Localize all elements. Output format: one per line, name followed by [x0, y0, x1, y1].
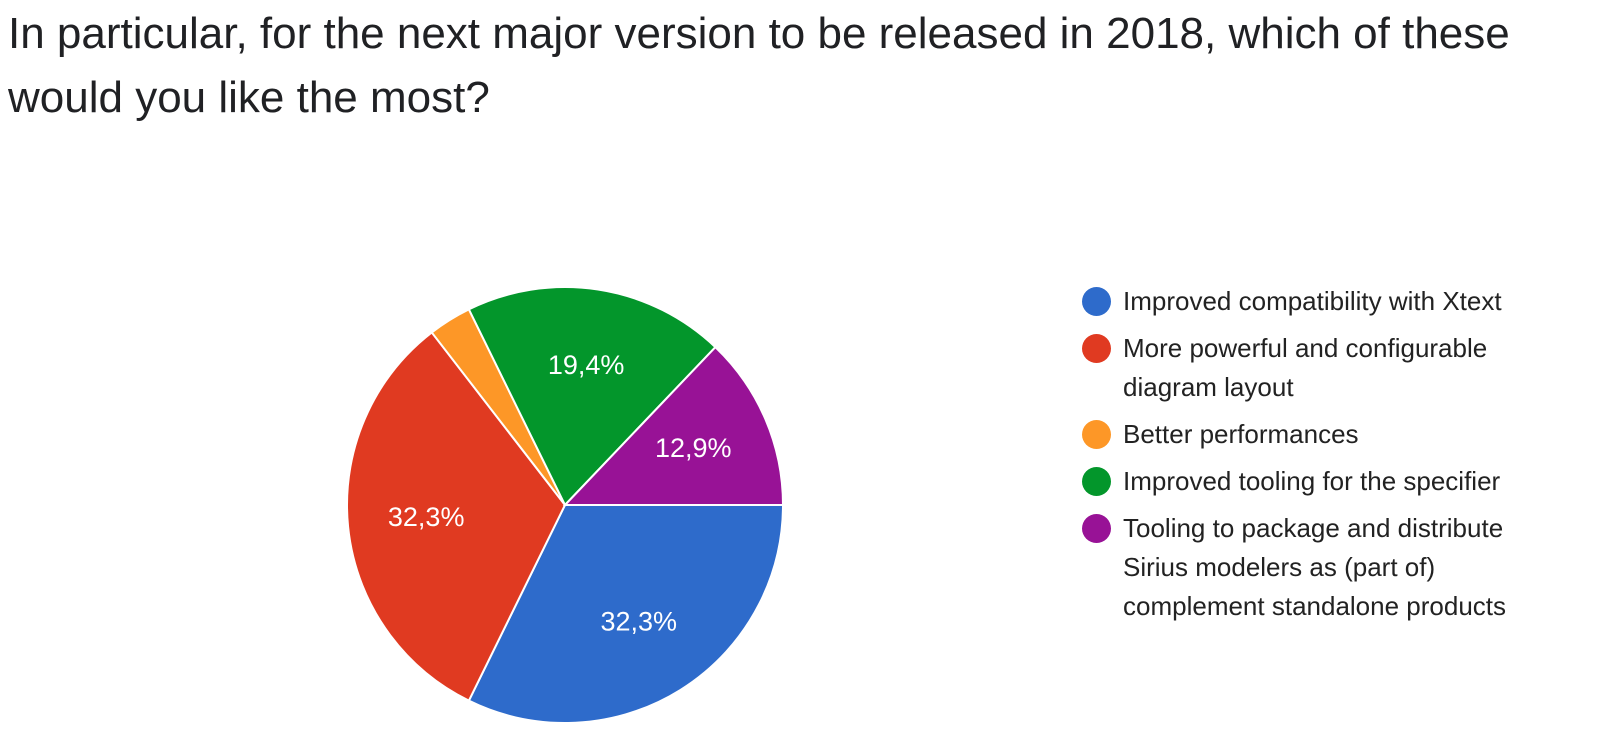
legend-swatch: [1082, 287, 1111, 316]
pie-slice: [346, 331, 567, 703]
pie-slice: [562, 345, 785, 506]
legend-swatch: [1082, 514, 1111, 543]
legend-swatch: [1082, 334, 1111, 363]
pie-slice: [467, 504, 785, 724]
slice-label: 19,4%: [548, 350, 625, 380]
slice-label: 32,3%: [388, 502, 465, 532]
legend-item: Improved compatibility with Xtext: [1082, 282, 1602, 321]
legend-label: Tooling to package and distribute Sirius…: [1123, 513, 1507, 621]
pie-chart: 32,3% 32,3% 19,4% 12,9%: [346, 286, 785, 724]
legend-swatch: [1082, 467, 1111, 496]
pie-slice: [467, 286, 717, 507]
slice-label: 12,9%: [655, 433, 732, 463]
legend-label: Improved compatibility with Xtext: [1123, 286, 1502, 316]
legend-label: More powerful and configurable diagram l…: [1123, 333, 1488, 402]
legend-item: Tooling to package and distribute Sirius…: [1082, 509, 1602, 626]
legend-label: Better performances: [1123, 419, 1359, 449]
legend-item: Better performances: [1082, 415, 1602, 454]
chart-title: In particular, for the next major versio…: [8, 9, 1510, 122]
legend: Improved compatibility with Xtext More po…: [1082, 282, 1602, 634]
legend-item: More powerful and configurable diagram l…: [1082, 329, 1602, 407]
legend-label: Improved tooling for the specifier: [1123, 466, 1501, 496]
slice-label: 32,3%: [600, 607, 677, 637]
legend-swatch: [1082, 420, 1111, 449]
legend-item: Improved tooling for the specifier: [1082, 462, 1602, 501]
